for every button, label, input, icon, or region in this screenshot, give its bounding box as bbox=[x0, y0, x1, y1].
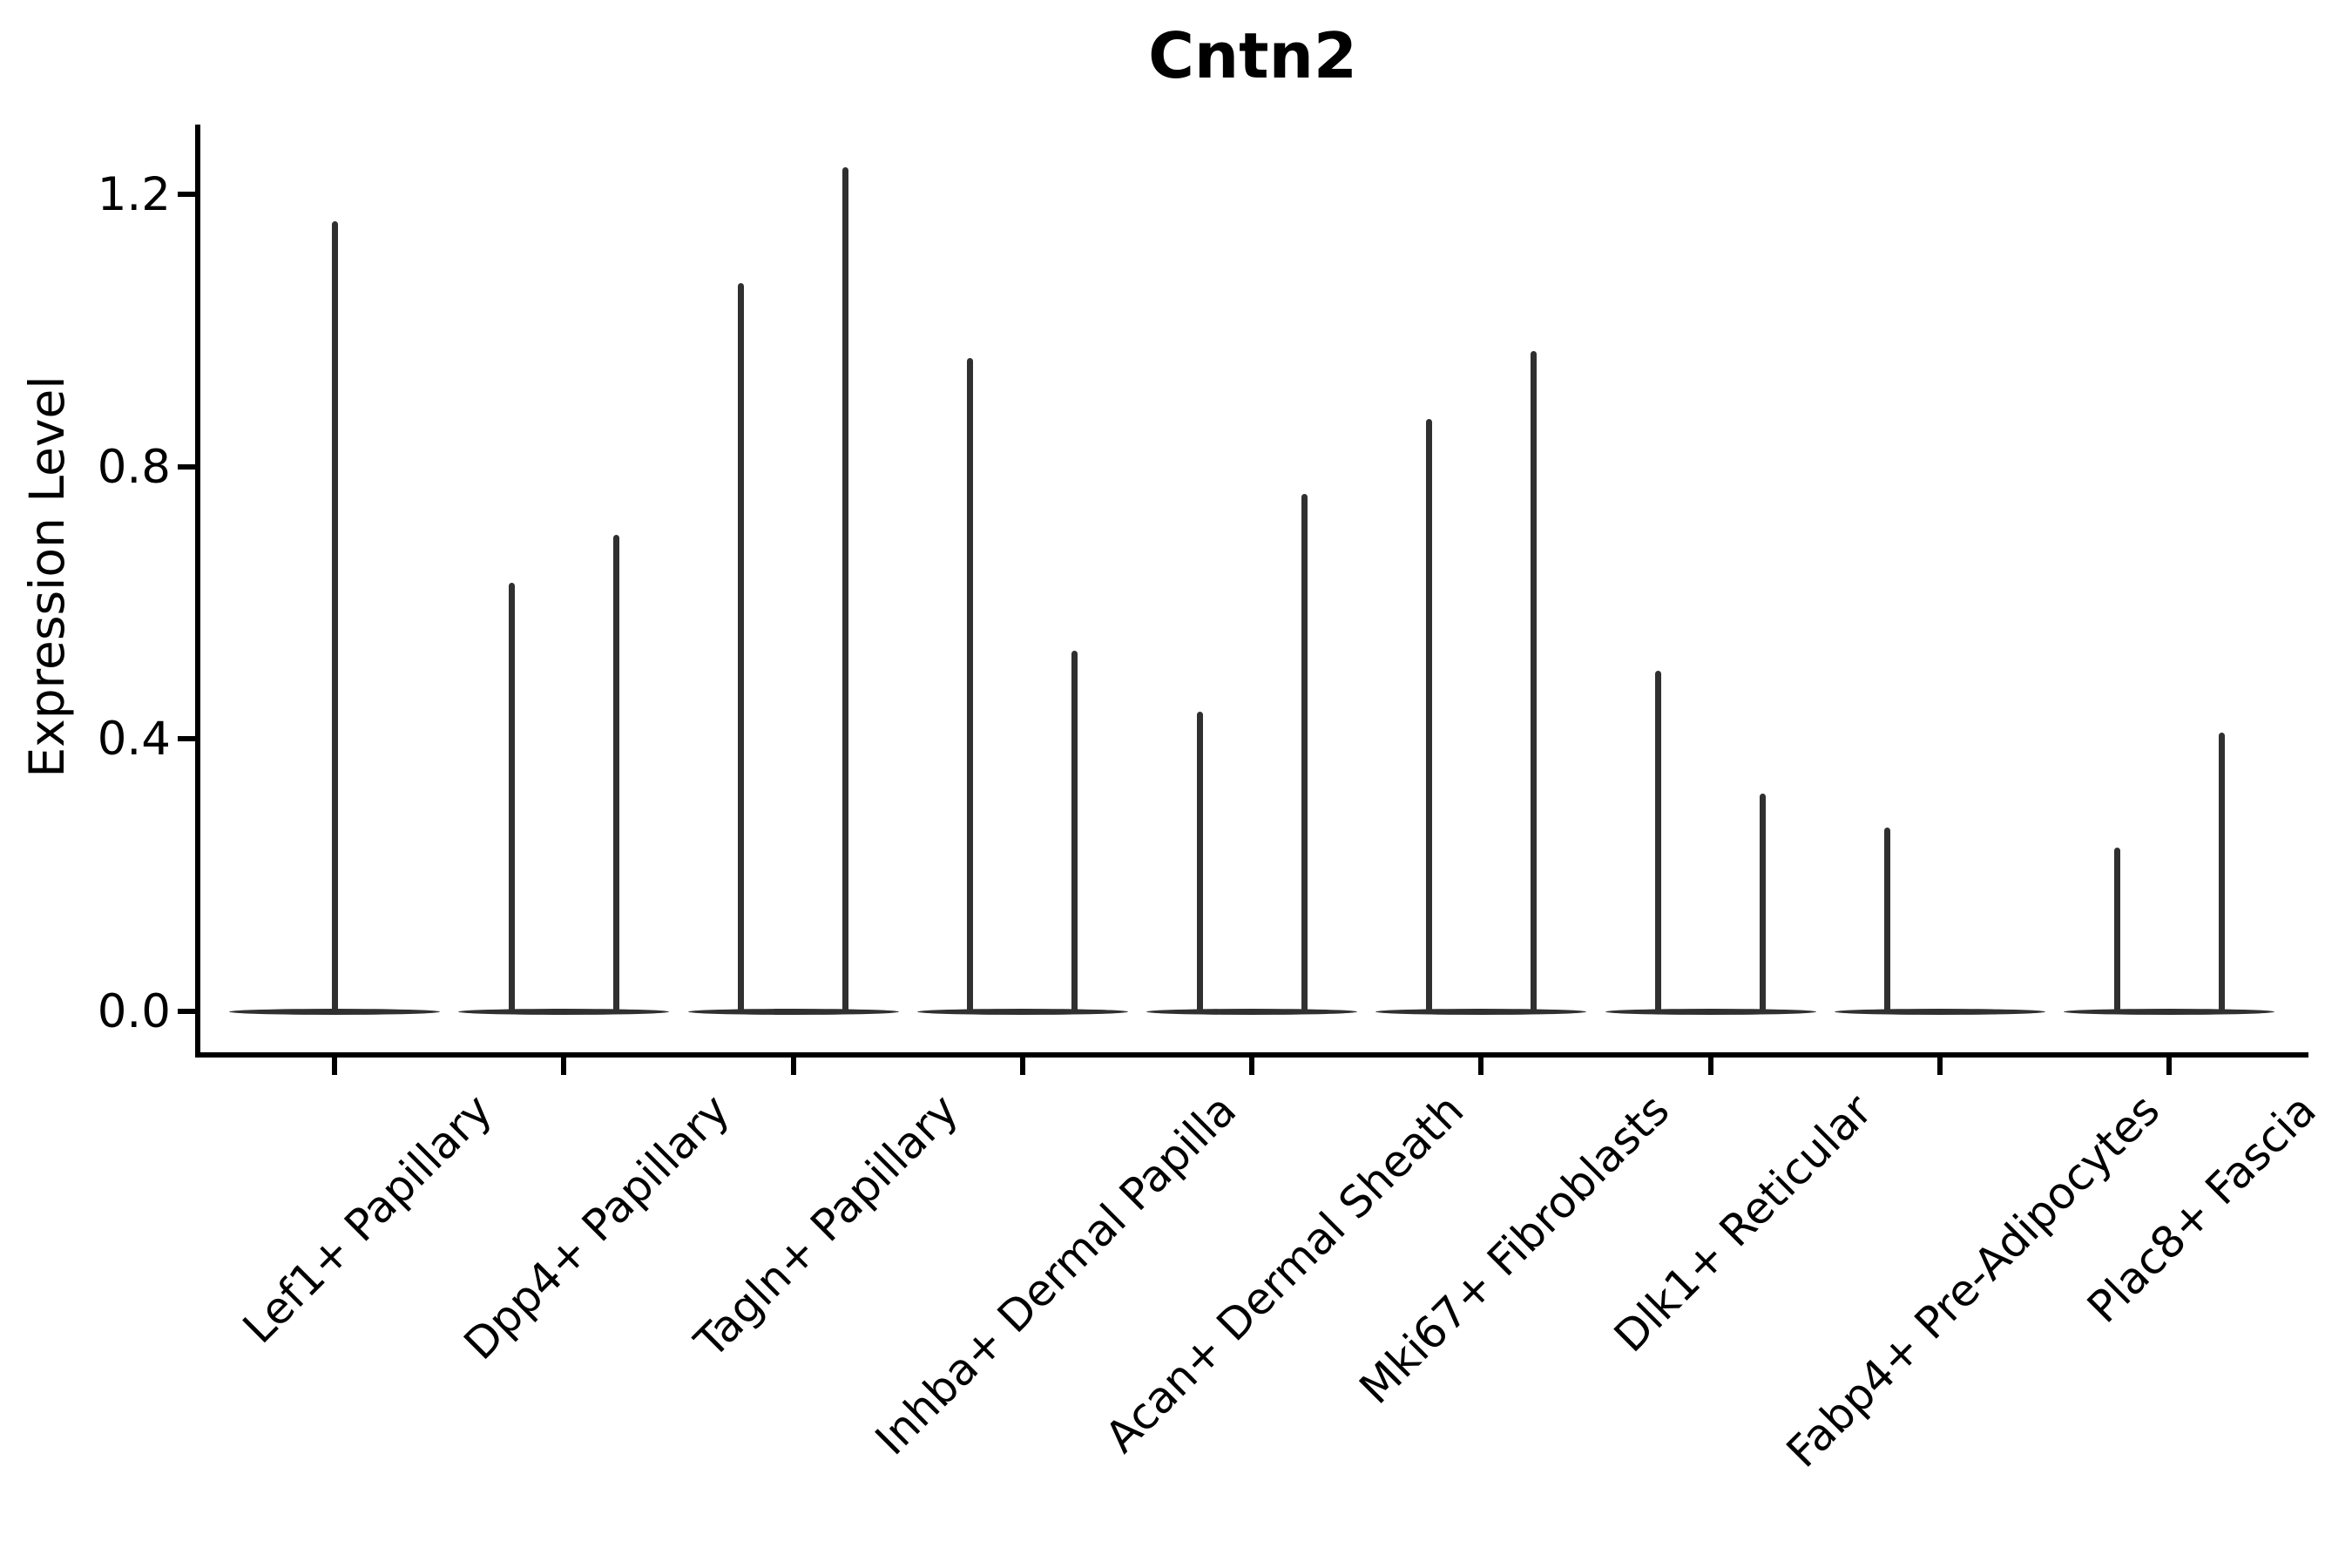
violin-spike bbox=[508, 582, 515, 1013]
chart-title: Cntn2 bbox=[1148, 19, 1357, 92]
y-axis-tick-label: 1.2 bbox=[97, 167, 171, 221]
violin-spike bbox=[738, 282, 744, 1013]
violin-spike bbox=[1196, 712, 1203, 1013]
y-axis-line bbox=[195, 125, 200, 1058]
violin-baseline bbox=[1375, 1008, 1587, 1015]
y-axis-tick-label: 0.4 bbox=[97, 713, 171, 767]
violin-baseline bbox=[458, 1008, 670, 1015]
x-axis-line bbox=[195, 1052, 2308, 1058]
y-axis-tick bbox=[178, 463, 195, 470]
violin-spike bbox=[1760, 793, 1766, 1013]
violin-spike bbox=[1530, 350, 1537, 1013]
x-axis-tick bbox=[1707, 1058, 1713, 1075]
violin-baseline bbox=[687, 1008, 899, 1015]
y-axis-tick bbox=[178, 1009, 195, 1014]
violin-spike bbox=[2113, 848, 2120, 1013]
x-axis-tick bbox=[1019, 1058, 1025, 1075]
violin-spike bbox=[1301, 493, 1308, 1013]
violin-spike bbox=[1425, 418, 1432, 1013]
x-axis-tick bbox=[561, 1058, 567, 1075]
x-axis-tick bbox=[332, 1058, 337, 1075]
x-axis-tick bbox=[2166, 1058, 2172, 1075]
y-axis-tick bbox=[178, 736, 195, 742]
y-axis-tick bbox=[178, 191, 195, 197]
x-axis-tick bbox=[1249, 1058, 1254, 1075]
violin-spike bbox=[1071, 650, 1078, 1013]
x-axis-tick bbox=[1478, 1058, 1484, 1075]
violin-spike bbox=[2218, 732, 2225, 1013]
violin-spike bbox=[612, 534, 619, 1013]
violin-baseline bbox=[1834, 1008, 2045, 1015]
x-axis-tick-label: Lef1+ Papillary bbox=[233, 1085, 502, 1354]
violin-spike bbox=[1655, 671, 1661, 1013]
violin-baseline bbox=[1146, 1008, 1357, 1015]
violin-spike bbox=[967, 357, 974, 1013]
violin-spike bbox=[842, 166, 848, 1013]
y-axis-tick-label: 0.8 bbox=[97, 440, 171, 494]
y-axis-tick-label: 0.0 bbox=[97, 985, 171, 1038]
x-axis-tick bbox=[1936, 1058, 1943, 1075]
violin-baseline bbox=[2064, 1008, 2274, 1015]
violin-spike bbox=[331, 221, 338, 1013]
violin-baseline bbox=[916, 1008, 1128, 1015]
x-axis-tick bbox=[790, 1058, 796, 1075]
violin-baseline bbox=[1605, 1008, 1816, 1015]
violin-spike bbox=[1884, 827, 1891, 1013]
